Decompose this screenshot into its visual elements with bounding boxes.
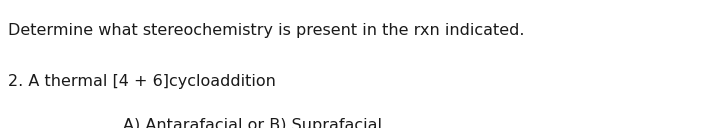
Text: 2. A thermal [4 + 6]cycloaddition: 2. A thermal [4 + 6]cycloaddition xyxy=(8,74,277,89)
Text: A) Antarafacial or B) Suprafacial: A) Antarafacial or B) Suprafacial xyxy=(123,118,382,128)
Text: Determine what stereochemistry is present in the rxn indicated.: Determine what stereochemistry is presen… xyxy=(8,23,525,38)
